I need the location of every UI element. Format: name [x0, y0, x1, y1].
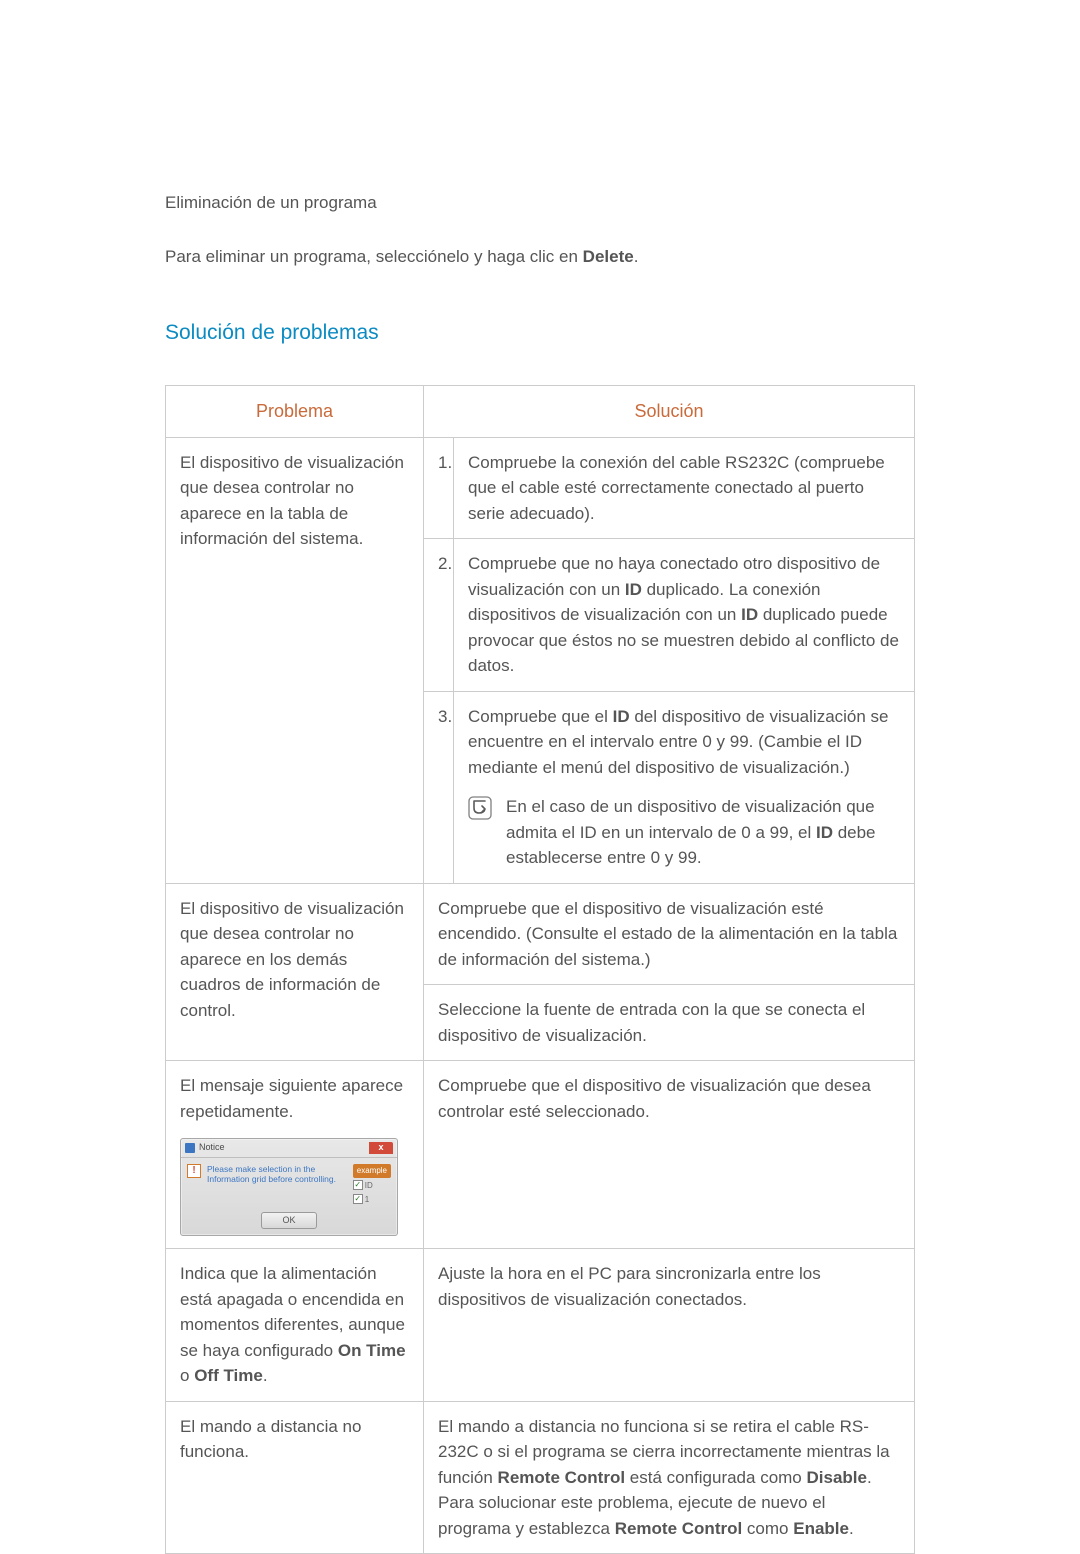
solution-number: 1. [424, 437, 454, 539]
solution-cell: Compruebe que el dispositivo de visualiz… [424, 1061, 915, 1249]
solution-cell: Ajuste la hora en el PC para sincronizar… [424, 1249, 915, 1402]
header-solution: Solución [424, 385, 915, 437]
dialog-message: Please make selection in the Information… [207, 1164, 347, 1184]
text-bold: Off Time [194, 1366, 263, 1385]
example-badge: example [353, 1164, 391, 1178]
table-row: Indica que la alimentación está apagada … [166, 1249, 915, 1402]
dialog-id-row: ✓ 1 [353, 1194, 391, 1206]
table-row: El mando a distancia no funciona. El man… [166, 1401, 915, 1554]
checkbox-icon: ✓ [353, 1180, 363, 1190]
solution-cell: Seleccione la fuente de entrada con la q… [424, 985, 915, 1061]
note-icon [468, 796, 492, 820]
table-row: El mensaje siguiente aparece repetidamen… [166, 1061, 915, 1249]
table-row: El dispositivo de visualización que dese… [166, 883, 915, 985]
text-bold: Remote Control [498, 1468, 626, 1487]
intro-paragraph: Para eliminar un programa, selecciónelo … [165, 244, 915, 270]
dialog-id-row: ✓ ID [353, 1180, 391, 1192]
solution-cell: Compruebe que el dispositivo de visualiz… [424, 883, 915, 985]
solution-cell: Compruebe que el ID del dispositivo de v… [454, 691, 915, 883]
problem-cell: El dispositivo de visualización que dese… [166, 437, 424, 883]
note-text: En el caso de un dispositivo de visualiz… [506, 794, 900, 871]
intro-suffix: . [634, 247, 639, 266]
solution-number: 2. [424, 539, 454, 692]
warning-icon: ! [187, 1164, 201, 1178]
dialog-title: Notice [199, 1141, 369, 1155]
text-bold: On Time [338, 1341, 406, 1360]
text-bold: Disable [807, 1468, 867, 1487]
document-page: Eliminación de un programa Para eliminar… [0, 0, 1080, 1554]
solution-cell: Compruebe que no haya conectado otro dis… [454, 539, 915, 692]
id-value: 1 [365, 1194, 369, 1206]
dialog-example-block: example ✓ ID ✓ 1 [353, 1164, 391, 1206]
table-header-row: Problema Solución [166, 385, 915, 437]
problem-cell: El mensaje siguiente aparece repetidamen… [166, 1061, 424, 1249]
solution-cell: Compruebe la conexión del cable RS232C (… [454, 437, 915, 539]
solution-text: Compruebe que el ID del dispositivo de v… [468, 704, 900, 781]
table-row: El dispositivo de visualización que dese… [166, 437, 915, 539]
intro-prefix: Para eliminar un programa, selecciónelo … [165, 247, 583, 266]
note-block: En el caso de un dispositivo de visualiz… [468, 794, 900, 871]
text-fragment: Compruebe que el [468, 707, 613, 726]
dialog-footer: OK [181, 1212, 397, 1236]
header-problem: Problema [166, 385, 424, 437]
checkbox-icon: ✓ [353, 1194, 363, 1204]
problem-cell: El mando a distancia no funciona. [166, 1401, 424, 1554]
text-bold: ID [613, 707, 630, 726]
solution-number: 3. [424, 691, 454, 883]
dialog-titlebar: Notice x [181, 1139, 397, 1158]
dialog-body: ! Please make selection in the Informati… [181, 1158, 397, 1212]
problem-cell: Indica que la alimentación está apagada … [166, 1249, 424, 1402]
text-fragment: o [180, 1366, 194, 1385]
close-icon: x [369, 1142, 393, 1154]
dialog-app-icon [185, 1143, 195, 1153]
notice-dialog: Notice x ! Please make selection in the … [180, 1138, 398, 1236]
ok-button: OK [261, 1212, 316, 1230]
text-bold: Enable [793, 1519, 849, 1538]
text-bold: ID [625, 580, 642, 599]
text-fragment: . [263, 1366, 268, 1385]
solution-cell: El mando a distancia no funciona si se r… [424, 1401, 915, 1554]
text-fragment: está configurada como [625, 1468, 806, 1487]
text-fragment: como [742, 1519, 793, 1538]
text-fragment: . [849, 1519, 854, 1538]
text-bold: Remote Control [615, 1519, 743, 1538]
problem-cell: El dispositivo de visualización que dese… [166, 883, 424, 1061]
text-bold: ID [741, 605, 758, 624]
subheading-eliminacion: Eliminación de un programa [165, 190, 915, 216]
id-label: ID [365, 1180, 373, 1192]
intro-bold: Delete [583, 247, 634, 266]
text-bold: ID [816, 823, 833, 842]
section-title-solucion: Solución de problemas [165, 317, 915, 349]
problem-text: El mensaje siguiente aparece repetidamen… [180, 1073, 409, 1124]
troubleshooting-table: Problema Solución El dispositivo de visu… [165, 385, 915, 1554]
